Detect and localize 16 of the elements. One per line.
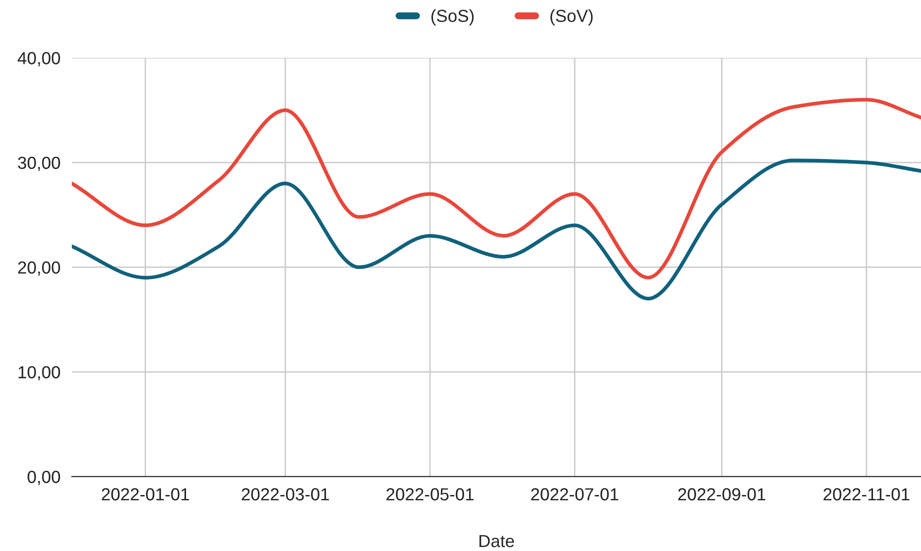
line-series (72, 98, 921, 280)
y-tick-label: 30,00 (18, 156, 60, 172)
x-tick-label: 2022-11-01 (824, 488, 910, 500)
line-series (72, 158, 921, 300)
x-tick-label: 2022-05-01 (386, 488, 474, 500)
x-tick-label: 2022-03-01 (242, 488, 329, 500)
legend-label: (SoS) (431, 9, 474, 26)
x-tick-label: 2022-01-01 (102, 488, 189, 500)
x-tick-label: 2022-07-01 (531, 488, 618, 500)
y-tick-label: 10,00 (18, 366, 60, 380)
x-axis-title: Date (480, 535, 514, 548)
legend-label: (SoV) (550, 9, 593, 26)
y-tick-label: 40,00 (18, 52, 60, 66)
y-tick-label: 0,00 (28, 470, 60, 486)
y-tick-label: 20,00 (18, 261, 60, 276)
x-tick-label: 2022-09-01 (678, 488, 766, 500)
